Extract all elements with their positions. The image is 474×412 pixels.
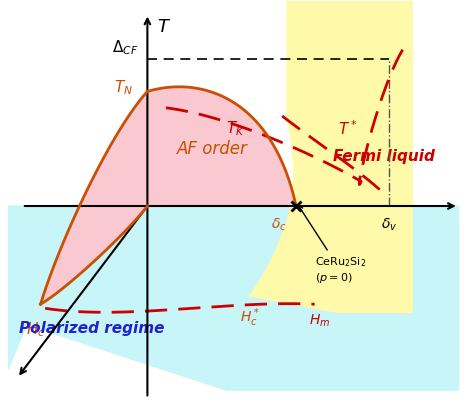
Text: $T_N$: $T_N$ [115, 78, 134, 97]
Text: $\delta_c$: $\delta_c$ [271, 216, 287, 233]
Text: CeRu$_2$Si$_2$
$(p = 0)$: CeRu$_2$Si$_2$ $(p = 0)$ [299, 206, 366, 285]
Text: $H_c^*$: $H_c^*$ [240, 306, 259, 329]
Text: $T^*$: $T^*$ [338, 119, 357, 138]
Text: $T$: $T$ [157, 18, 171, 36]
Polygon shape [250, 1, 412, 312]
Text: AF order: AF order [177, 140, 248, 158]
Text: $\delta_v$: $\delta_v$ [381, 216, 397, 233]
Text: Fermi liquid: Fermi liquid [333, 150, 435, 164]
Text: $\Delta_{CF}$: $\Delta_{CF}$ [112, 38, 138, 56]
Text: $H_m$: $H_m$ [309, 312, 330, 329]
Text: $T_K$: $T_K$ [227, 119, 246, 138]
Text: $H_c$: $H_c$ [26, 321, 46, 339]
Polygon shape [41, 87, 296, 304]
Text: Polarized regime: Polarized regime [19, 321, 164, 336]
Polygon shape [8, 206, 459, 390]
